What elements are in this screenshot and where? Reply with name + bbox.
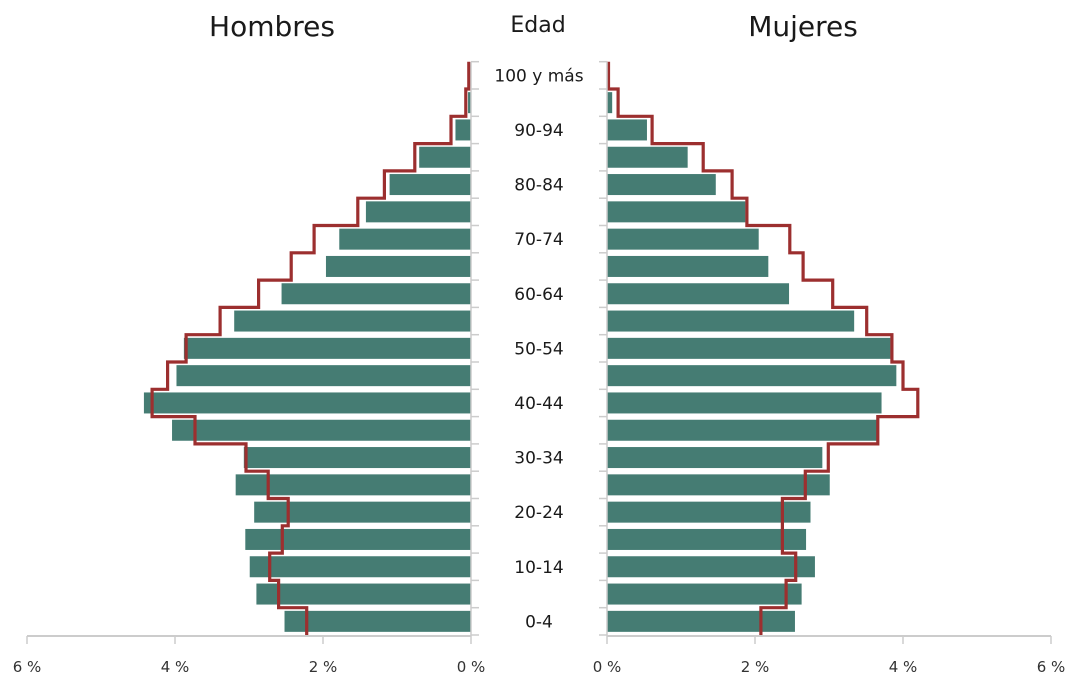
bar-hombres-85-89	[419, 146, 471, 168]
bar-mujeres-50-54	[607, 337, 891, 359]
bar-mujeres-70-74	[607, 228, 759, 250]
left-bars	[143, 64, 472, 632]
age-label: 80-84	[514, 176, 563, 196]
bar-mujeres-80-84	[607, 174, 716, 196]
bar-mujeres-20-24	[607, 501, 811, 523]
axes: 6 % 4 % 2 % 0 % 0 % 2 % 4 % 6 %	[13, 60, 1066, 676]
bar-mujeres-25-29	[607, 474, 830, 496]
bar-mujeres-60-64	[607, 283, 790, 305]
bar-hombres-45-49	[176, 365, 472, 387]
outline-mujeres	[606, 61, 920, 635]
age-label: 70-74	[514, 230, 563, 250]
bar-hombres-5-9	[256, 583, 471, 605]
age-label: 50-54	[514, 339, 563, 359]
bar-mujeres-15-19	[607, 528, 807, 550]
bar-mujeres-0-4	[607, 610, 795, 632]
bar-hombres-35-39	[172, 419, 472, 441]
bar-hombres-30-34	[243, 447, 471, 469]
bar-hombres-75-79	[365, 201, 471, 223]
bar-mujeres-10-14	[607, 556, 815, 578]
age-label: 60-64	[514, 285, 563, 305]
bar-hombres-10-14	[249, 556, 471, 578]
x-tick-label-right: 2 %	[741, 658, 770, 676]
x-tick-label-right: 4 %	[889, 658, 918, 676]
bar-mujeres-45-49	[607, 365, 897, 387]
bar-hombres-40-44	[143, 392, 472, 414]
outline-lines	[150, 61, 920, 635]
bar-hombres-20-24	[254, 501, 471, 523]
bar-hombres-95-99	[468, 92, 471, 114]
bar-hombres-70-74	[339, 228, 471, 250]
bar-hombres-0-4	[284, 610, 471, 632]
outline-hombres	[150, 61, 471, 635]
age-labels: 0-4 10-14 20-24 30-34 40-44 50-54 60-64 70-74 80…	[494, 66, 583, 632]
age-label: 90-94	[514, 121, 563, 141]
x-tick-label-left: 6 %	[13, 658, 42, 676]
age-label: 20-24	[514, 503, 563, 523]
bar-hombres-25-29	[235, 474, 471, 496]
bar-hombres-60-64	[281, 283, 471, 305]
x-tick-label-left: 2 %	[309, 658, 338, 676]
right-title: Mujeres	[748, 10, 858, 43]
bar-mujeres-65-69	[607, 255, 769, 277]
bar-mujeres-35-39	[607, 419, 878, 441]
bar-mujeres-95-99	[607, 92, 613, 114]
age-label: 40-44	[514, 394, 563, 414]
bar-hombres-15-19	[245, 528, 471, 550]
bar-mujeres-90-94	[607, 119, 647, 141]
bar-hombres-50-54	[183, 337, 471, 359]
left-title: Hombres	[209, 10, 335, 43]
age-label: 30-34	[514, 449, 563, 469]
bar-mujeres-5-9	[607, 583, 802, 605]
bar-hombres-55-59	[234, 310, 471, 332]
age-label: 10-14	[514, 558, 563, 578]
center-header: Edad	[510, 13, 565, 38]
bar-mujeres-40-44	[607, 392, 882, 414]
bar-mujeres-85-89	[607, 146, 688, 168]
x-tick-label-left: 4 %	[161, 658, 190, 676]
right-bars	[607, 64, 897, 632]
bar-hombres-65-69	[325, 255, 471, 277]
bar-mujeres-55-59	[607, 310, 855, 332]
x-tick-label-left: 0 %	[457, 658, 486, 676]
age-label: 100 y más	[494, 66, 583, 86]
bar-mujeres-30-34	[607, 447, 823, 469]
bar-hombres-80-84	[389, 174, 471, 196]
bar-mujeres-75-79	[607, 201, 746, 223]
x-tick-label-right: 6 %	[1037, 658, 1066, 676]
age-label: 0-4	[525, 612, 553, 632]
x-tick-label-right: 0 %	[593, 658, 622, 676]
bar-hombres-90-94	[455, 119, 471, 141]
